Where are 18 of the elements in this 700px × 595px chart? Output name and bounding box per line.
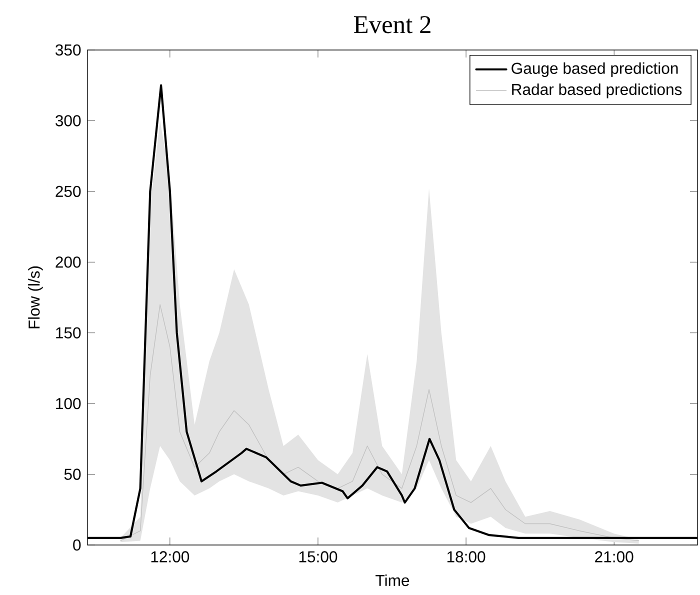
y-tick-label: 250 [56, 186, 81, 198]
x-tick-label: 21:00 [595, 551, 634, 562]
y-tick-label: 350 [56, 44, 81, 56]
x-axis-title: Time [376, 574, 410, 586]
y-tick-label: 300 [56, 115, 81, 126]
y-axis-title: Flow (l/s) [28, 266, 43, 328]
y-tick-label: 150 [56, 327, 81, 338]
x-tick-label: 18:00 [447, 551, 486, 562]
line-series [120, 304, 640, 542]
y-tick-label: 50 [64, 468, 81, 480]
y-tick-label: 200 [56, 256, 81, 268]
x-tick-label: 12:00 [151, 551, 190, 562]
legend-label: Radar based predictions [512, 83, 682, 98]
y-tick-label: 0 [73, 539, 81, 551]
x-tick-label: 15:00 [299, 551, 338, 562]
legend-label: Gauge based prediction [512, 62, 678, 78]
chart-title: Event 2 [354, 16, 430, 34]
y-tick-label: 100 [56, 398, 81, 410]
